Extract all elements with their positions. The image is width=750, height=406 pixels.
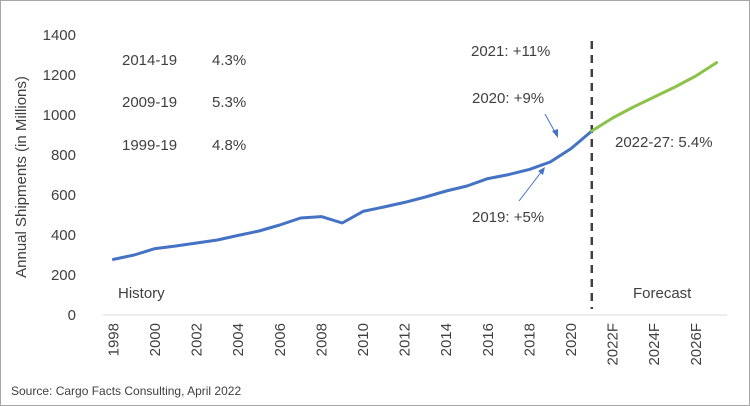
cagr-rate-1: 4.3% (212, 52, 246, 69)
y-tick-label: 400 (51, 227, 76, 244)
cagr-rate-2: 5.3% (212, 94, 246, 111)
cagr-rate-3: 4.8% (212, 137, 246, 154)
y-tick-label: 0 (68, 307, 76, 324)
arrow-2019-line (518, 170, 543, 202)
x-tick-label: 2008 (313, 323, 330, 356)
history-label: History (118, 285, 165, 302)
cagr-period-2: 2009-19 (122, 94, 177, 111)
x-tick-label: 2012 (397, 323, 414, 356)
x-tick-label: 2020 (563, 323, 580, 356)
source-note: Source: Cargo Facts Consulting, April 20… (11, 384, 241, 398)
x-tick-label: 2022F (605, 323, 622, 366)
arrow-2019-head (538, 167, 545, 175)
history-series-line (111, 129, 594, 261)
annotation-2021: 2021: +11% (471, 43, 550, 60)
x-tick-label: 2006 (272, 323, 289, 356)
forecast-series-line (590, 61, 719, 133)
x-tick-label: 2004 (230, 323, 247, 356)
y-axis-label: Annual Shipments (in Millions) (13, 76, 30, 278)
x-tick-label: 2018 (521, 323, 538, 356)
x-tick-label: 2014 (438, 323, 455, 356)
arrow-2020-head (552, 129, 558, 138)
y-tick-label: 200 (51, 267, 76, 284)
y-tick-label: 800 (51, 147, 76, 164)
y-tick-label: 1200 (43, 67, 76, 84)
x-tick-label: 2026F (688, 323, 705, 366)
x-tick-label: 2016 (480, 323, 497, 356)
y-tick-label: 1000 (43, 107, 76, 124)
annotation-2019: 2019: +5% (472, 209, 544, 226)
x-tick-label: 2010 (355, 323, 372, 356)
forecast-label: Forecast (633, 285, 692, 302)
x-tick-label: 2024F (646, 323, 663, 366)
x-tick-label: 1998 (105, 323, 122, 356)
x-tick-label: 2002 (189, 323, 206, 356)
cagr-period-1: 2014-19 (122, 52, 177, 69)
y-tick-label: 1400 (43, 27, 76, 44)
series-group (111, 61, 719, 261)
annotation-2020: 2020: +9% (472, 90, 544, 107)
x-axis-ticks: 1998 2000 2002 2004 2006 2008 2010 2012 2014 2016… (105, 323, 704, 366)
y-axis-ticks: 0 200 400 600 800 1000 1200 1400 (43, 27, 76, 324)
y-tick-label: 600 (51, 187, 76, 204)
annotation-forecast-cagr: 2022-27: 5.4% (615, 134, 713, 151)
cagr-period-3: 1999-19 (122, 137, 177, 154)
x-tick-label: 2000 (147, 323, 164, 356)
